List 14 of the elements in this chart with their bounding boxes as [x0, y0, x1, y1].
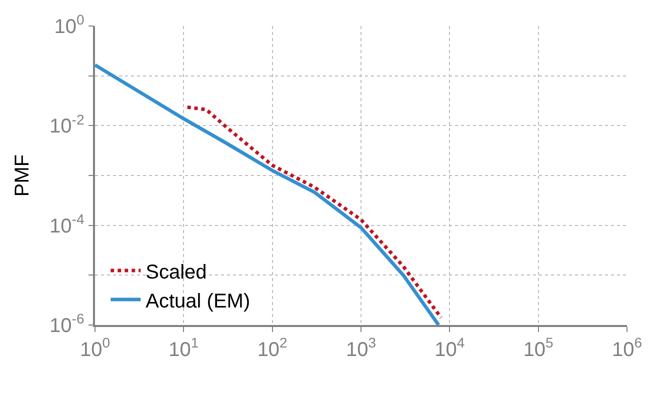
- y-axis-title: PMF: [12, 154, 34, 197]
- x-tick-label: 10$^{6}$: [612, 334, 642, 361]
- y-tick-label: 10$^{-2}$: [50, 111, 84, 138]
- y-tick-label: 10$^{-6}$: [50, 310, 84, 337]
- x-tick-label: 10$^{4}$: [434, 334, 465, 361]
- x-tick-label: 10$^{2}$: [257, 334, 288, 361]
- x-tick-label: 10$^{5}$: [523, 334, 554, 361]
- legend-label: Scaled: [146, 261, 207, 284]
- x-tick-label: 10$^{1}$: [168, 334, 199, 361]
- y-tick-label: 10$^{0}$: [54, 12, 84, 38]
- x-tick-label: 10$^{3}$: [346, 334, 376, 361]
- y-tick-label: 10$^{-4}$: [50, 210, 84, 238]
- x-tick-label: 10$^{0}$: [80, 334, 110, 361]
- legend-label: Actual (EM): [146, 290, 250, 312]
